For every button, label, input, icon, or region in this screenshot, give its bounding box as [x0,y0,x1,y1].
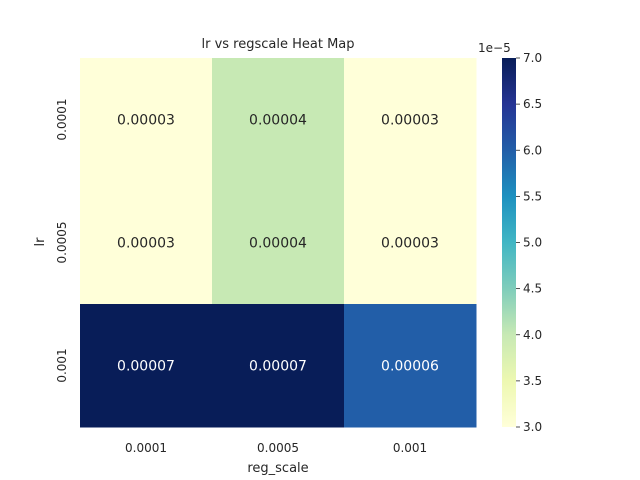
colorbar-ticks: 3.0 3.5 4.0 4.5 5.0 5.5 6.0 6.5 7.0 [516,51,542,434]
cell-value-label: 0.00006 [381,359,439,375]
y-tick-label: 0.001 [55,348,69,382]
heatmap-cell [344,58,477,182]
heatmap-cell [344,181,477,305]
cell-value-label: 0.00003 [381,236,439,252]
cell-value-label: 0.00007 [249,359,307,375]
colorbar-tick-label: 4.0 [523,328,542,342]
colorbar-tick-label: 7.0 [523,51,542,65]
heatmap-cells: 0.00003 0.00004 0.00003 0.00003 0.00004 0.000… [80,58,477,428]
cell-value-label: 0.00003 [381,113,439,129]
y-tick-labels: 0.0001 0.0005 0.001 [55,99,69,383]
colorbar-tick-label: 5.0 [523,236,542,250]
x-tick-labels: 0.0001 0.0005 0.001 [125,441,427,455]
cell-value-label: 0.00003 [117,236,175,252]
x-tick-label: 0.0005 [257,441,299,455]
cell-value-label: 0.00004 [249,113,307,129]
heatmap-cell [80,304,213,428]
heatmap-cell [212,304,345,428]
colorbar-tick-label: 3.5 [523,374,542,388]
cell-value-label: 0.00004 [249,236,307,252]
heatmap-cell [80,181,213,305]
y-axis-label: lr [33,237,48,247]
colorbar-tick-label: 6.0 [523,143,542,157]
cell-value-label: 0.00003 [117,113,175,129]
colorbar [502,58,516,427]
chart-title: lr vs regscale Heat Map [201,37,354,52]
y-tick-label: 0.0005 [55,222,69,264]
heatmap-cell [80,58,213,182]
colorbar-tick-label: 4.5 [523,282,542,296]
x-tick-label: 0.001 [393,441,427,455]
colorbar-tick-label: 5.5 [523,189,542,203]
colorbar-multiplier: 1e−5 [478,41,511,55]
y-tick-label: 0.0001 [55,99,69,141]
heatmap-cell [212,181,345,305]
cell-value-label: 0.00007 [117,359,175,375]
colorbar-tick-label: 6.5 [523,97,542,111]
x-tick-label: 0.0001 [125,441,167,455]
heatmap-cell [344,304,477,428]
x-axis-label: reg_scale [247,461,308,476]
heatmap-cell [212,58,345,182]
colorbar-tick-label: 3.0 [523,420,542,434]
